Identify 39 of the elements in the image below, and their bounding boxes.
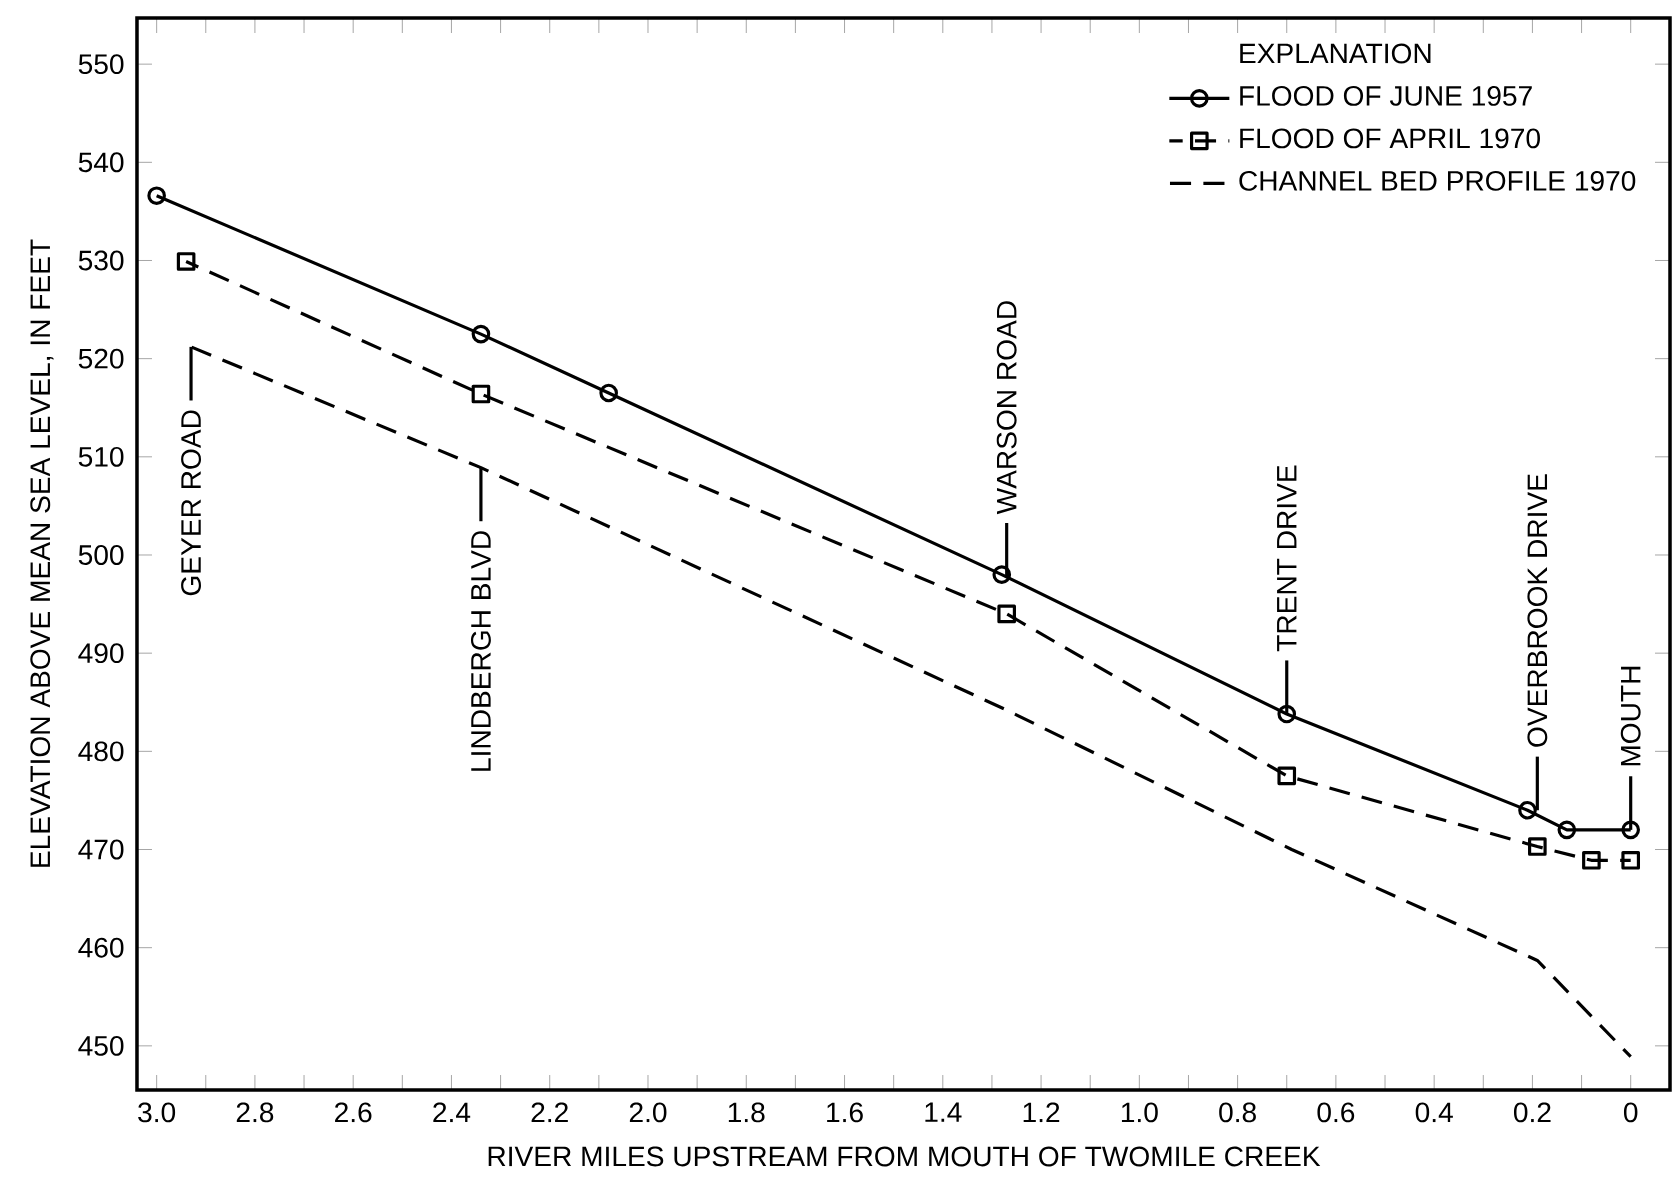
y-axis-title: ELEVATION ABOVE MEAN SEA LEVEL, IN FEET bbox=[30, 239, 54, 867]
legend-label: CHANNEL BED PROFILE 1970 bbox=[1239, 170, 1636, 191]
legend-label: FLOOD OF JUNE 1957 bbox=[1240, 85, 1532, 106]
annotation: WARSON ROAD bbox=[996, 301, 1017, 515]
y-tick-label: 530 bbox=[78, 250, 124, 271]
legend-title: EXPLANATION bbox=[1240, 43, 1431, 64]
x-tick-label: 3.0 bbox=[138, 1102, 176, 1123]
x-tick-label: 1.2 bbox=[1023, 1102, 1060, 1123]
y-tick-label: 520 bbox=[78, 348, 124, 369]
y-tick-label: 450 bbox=[78, 1035, 124, 1056]
annotation: GEYER ROAD bbox=[181, 410, 201, 596]
x-tick-label: 0.6 bbox=[1317, 1102, 1355, 1123]
x-tick-label: 1.6 bbox=[827, 1102, 863, 1123]
x-tick-label: 0 bbox=[1623, 1102, 1638, 1123]
annotation: LINDBERGH BLVD bbox=[470, 531, 491, 771]
x-tick-label: 2.8 bbox=[236, 1102, 274, 1123]
y-tick-label: 480 bbox=[78, 741, 124, 762]
x-tick-label: 0.2 bbox=[1513, 1102, 1551, 1123]
annotation: OVERBROOK DRIVE bbox=[1527, 474, 1548, 747]
x-tick-label: 2.6 bbox=[335, 1102, 372, 1123]
y-tick-label: 490 bbox=[78, 643, 124, 664]
annotation: TRENT DRIVE bbox=[1277, 465, 1297, 652]
y-tick-label: 510 bbox=[78, 446, 124, 467]
y-tick-label: 470 bbox=[78, 839, 124, 860]
x-tick-label: 2.0 bbox=[629, 1102, 667, 1123]
x-tick-label: 1.8 bbox=[728, 1102, 765, 1123]
x-tick-label: 1.4 bbox=[925, 1102, 962, 1122]
x-tick-label: 1.0 bbox=[1121, 1102, 1158, 1123]
x-tick-label: 0.8 bbox=[1219, 1102, 1256, 1123]
y-tick-label: 540 bbox=[78, 152, 124, 173]
y-tick-label: 460 bbox=[78, 937, 124, 958]
legend-label: FLOOD OF APRIL 1970 bbox=[1240, 128, 1540, 149]
x-tick-label: 2.2 bbox=[531, 1102, 568, 1123]
annotation: MOUTH bbox=[1620, 666, 1641, 766]
y-tick-label: 500 bbox=[78, 545, 124, 565]
x-tick-label: 0.4 bbox=[1415, 1102, 1453, 1123]
x-axis-title: RIVER MILES UPSTREAM FROM MOUTH OF TWOMILE CREEK bbox=[488, 1146, 1321, 1167]
y-tick-label: 550 bbox=[78, 54, 124, 75]
x-tick-label: 2.4 bbox=[433, 1102, 471, 1123]
